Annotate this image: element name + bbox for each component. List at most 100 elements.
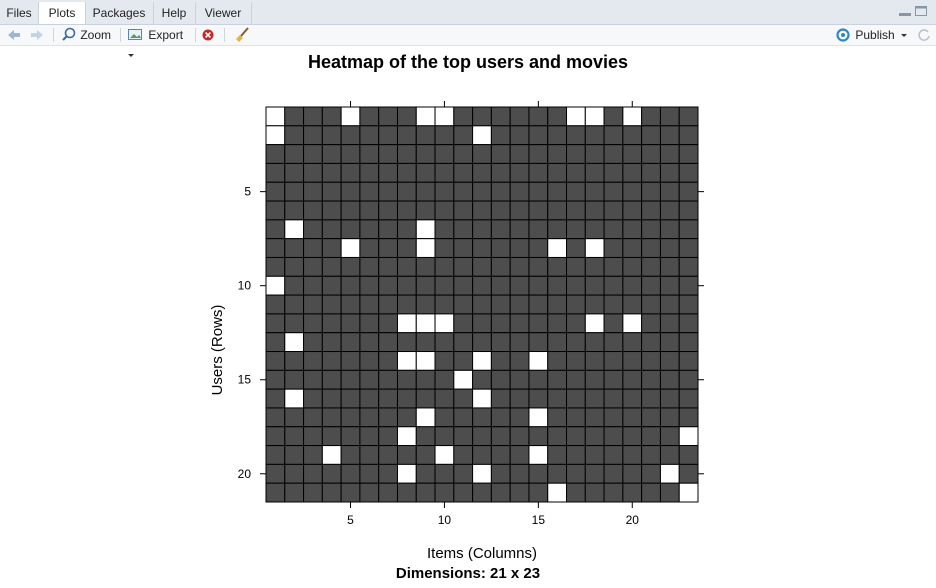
heatmap-cell-r6-c9 bbox=[415, 200, 436, 221]
export-button[interactable]: Export bbox=[127, 25, 191, 57]
heatmap-cell-r4-c16 bbox=[547, 162, 568, 183]
heatmap-cell-r20-c13 bbox=[490, 463, 511, 484]
remove-plot-button[interactable] bbox=[200, 25, 216, 45]
heatmap-cell-r17-c3 bbox=[303, 407, 323, 428]
minimize-pane-button[interactable] bbox=[898, 4, 912, 18]
heatmap-cell-r5-c14 bbox=[509, 181, 530, 202]
heatmap-cell-r3-c19 bbox=[603, 144, 624, 164]
tab-packages[interactable]: Packages bbox=[85, 2, 154, 24]
heatmap-cell-r13-c5 bbox=[340, 332, 361, 353]
heatmap-cell-r4-c17 bbox=[566, 162, 586, 183]
heatmap-cell-r1-c15 bbox=[528, 106, 549, 127]
heatmap-cell-r13-c14 bbox=[509, 332, 530, 353]
heatmap-cell-r20-c6 bbox=[359, 463, 380, 484]
tab-files[interactable]: Files bbox=[0, 2, 39, 24]
heatmap-cell-r12-c23 bbox=[678, 313, 699, 334]
heatmap-cell-r18-c9 bbox=[415, 426, 436, 447]
heatmap-cell-r13-c21 bbox=[641, 332, 661, 353]
heatmap-cell-r13-c12 bbox=[472, 332, 492, 353]
heatmap-cell-r14-c8 bbox=[396, 351, 417, 371]
heatmap-cell-r14-c4 bbox=[321, 351, 342, 371]
heatmap-cell-r19-c11 bbox=[453, 445, 474, 465]
heatmap-cell-r20-c18 bbox=[584, 463, 605, 484]
heatmap-cell-r18-c16 bbox=[547, 426, 568, 447]
heatmap-cell-r7-c17 bbox=[566, 219, 586, 240]
back-button[interactable] bbox=[5, 25, 23, 45]
publish-button[interactable]: Publish bbox=[834, 25, 910, 45]
heatmap-cell-r20-c22 bbox=[659, 463, 680, 484]
heatmap-cell-r16-c14 bbox=[509, 388, 530, 409]
heatmap-cell-r19-c10 bbox=[434, 445, 455, 465]
heatmap-cell-r21-c15 bbox=[528, 482, 549, 503]
heatmap-cell-r5-c13 bbox=[490, 181, 511, 202]
heatmap-cell-r16-c11 bbox=[453, 388, 474, 409]
heatmap-cell-r14-c16 bbox=[547, 351, 568, 371]
heatmap-cell-r11-c6 bbox=[359, 294, 380, 315]
heatmap-cell-r16-c15 bbox=[528, 388, 549, 409]
heatmap-cell-r17-c16 bbox=[547, 407, 568, 428]
heatmap-cell-r10-c16 bbox=[547, 275, 568, 296]
heatmap-cell-r3-c21 bbox=[641, 144, 661, 164]
heatmap-cell-r15-c20 bbox=[622, 369, 643, 390]
tab-viewer[interactable]: Viewer bbox=[195, 2, 252, 24]
heatmap-cell-r4-c15 bbox=[528, 162, 549, 183]
heatmap-cell-r9-c5 bbox=[340, 256, 361, 277]
tab-plots[interactable]: Plots bbox=[38, 2, 86, 24]
heatmap-cell-r20-c11 bbox=[453, 463, 474, 484]
heatmap-cell-r1-c17 bbox=[566, 106, 586, 127]
maximize-pane-button[interactable] bbox=[914, 4, 928, 18]
heatmap-cell-r5-c11 bbox=[453, 181, 474, 202]
heatmap-cell-r20-c20 bbox=[622, 463, 643, 484]
heatmap-cell-r12-c22 bbox=[659, 313, 680, 334]
heatmap-cell-r4-c14 bbox=[509, 162, 530, 183]
tab-viewer-label: Viewer bbox=[204, 6, 242, 20]
clear-all-button[interactable] bbox=[233, 25, 251, 45]
heatmap-cell-r15-c22 bbox=[659, 369, 680, 390]
heatmap-cell-r12-c14 bbox=[509, 313, 530, 334]
refresh-button[interactable] bbox=[916, 25, 932, 45]
heatmap-cell-r1-c20 bbox=[622, 106, 643, 127]
heatmap-cell-r1-c22 bbox=[659, 106, 680, 127]
tab-help[interactable]: Help bbox=[153, 2, 196, 24]
heatmap-cell-r21-c19 bbox=[603, 482, 624, 503]
heatmap-cell-r19-c21 bbox=[641, 445, 661, 465]
heatmap-cell-r13-c15 bbox=[528, 332, 549, 353]
heatmap-cell-r15-c18 bbox=[584, 369, 605, 390]
heatmap-cell-r4-c11 bbox=[453, 162, 474, 183]
heatmap-cell-r5-c7 bbox=[378, 181, 398, 202]
heatmap-cell-r8-c17 bbox=[566, 238, 586, 258]
heatmap-cell-r2-c7 bbox=[378, 125, 398, 146]
heatmap-cell-r12-c18 bbox=[584, 313, 605, 334]
heatmap-cell-r5-c9 bbox=[415, 181, 436, 202]
x-tick-label-10: 10 bbox=[438, 513, 452, 527]
forward-button[interactable] bbox=[28, 25, 46, 45]
heatmap-cell-r17-c15 bbox=[528, 407, 549, 428]
zoom-button[interactable]: Zoom bbox=[61, 25, 113, 45]
heatmap-cell-r5-c15 bbox=[528, 181, 549, 202]
heatmap-cell-r21-c5 bbox=[340, 482, 361, 503]
heatmap-cell-r9-c12 bbox=[472, 256, 492, 277]
heatmap-cell-r8-c2 bbox=[284, 238, 305, 258]
heatmap-cell-r15-c19 bbox=[603, 369, 624, 390]
heatmap-cell-r20-c19 bbox=[603, 463, 624, 484]
heatmap-cell-r2-c22 bbox=[659, 125, 680, 146]
heatmap-cell-r10-c23 bbox=[678, 275, 699, 296]
heatmap-cell-r16-c21 bbox=[641, 388, 661, 409]
heatmap-cell-r4-c21 bbox=[641, 162, 661, 183]
heatmap-cell-r4-c1 bbox=[265, 162, 286, 183]
heatmap-cell-r8-c9 bbox=[415, 238, 436, 258]
heatmap-cell-r6-c18 bbox=[584, 200, 605, 221]
heatmap-cell-r1-c16 bbox=[547, 106, 568, 127]
heatmap-cell-r4-c6 bbox=[359, 162, 380, 183]
heatmap-cell-r8-c16 bbox=[547, 238, 568, 258]
heatmap-cell-r17-c1 bbox=[265, 407, 286, 428]
heatmap-cell-r20-c10 bbox=[434, 463, 455, 484]
heatmap-cell-r3-c18 bbox=[584, 144, 605, 164]
heatmap-cell-r2-c21 bbox=[641, 125, 661, 146]
heatmap-cell-r13-c1 bbox=[265, 332, 286, 353]
heatmap-cell-r1-c23 bbox=[678, 106, 699, 127]
heatmap-cell-r5-c2 bbox=[284, 181, 305, 202]
heatmap-cell-r19-c12 bbox=[472, 445, 492, 465]
heatmap-cell-r15-c16 bbox=[547, 369, 568, 390]
heatmap-cell-r18-c17 bbox=[566, 426, 586, 447]
